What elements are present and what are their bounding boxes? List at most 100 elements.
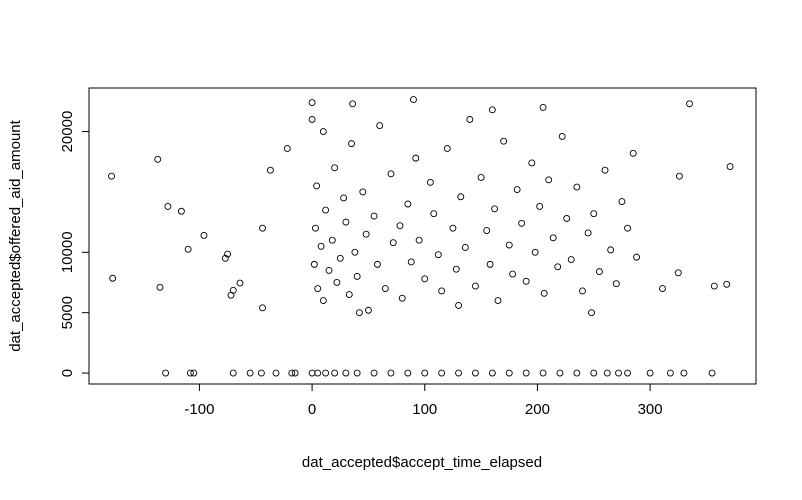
point (319, 297, 327, 305)
point (186, 369, 194, 377)
point (348, 140, 355, 148)
y-tick-label: 20000 (59, 111, 76, 153)
point (370, 369, 378, 377)
point (646, 369, 654, 377)
point (288, 369, 296, 377)
point (426, 178, 434, 186)
point (421, 369, 429, 377)
point (567, 256, 575, 263)
point (410, 96, 417, 104)
point (466, 116, 474, 123)
point (556, 369, 564, 377)
point (491, 205, 499, 213)
point (536, 202, 544, 210)
point (349, 100, 357, 108)
point (588, 309, 595, 317)
point (412, 154, 420, 162)
point (190, 369, 198, 377)
x-tick-label: -100 (184, 401, 214, 418)
x-tick-label: 200 (525, 401, 550, 418)
point (272, 369, 280, 377)
x-tick-label: 0 (308, 401, 316, 418)
point (164, 202, 172, 210)
point (629, 149, 637, 157)
point (236, 279, 244, 287)
point (364, 306, 372, 314)
point (200, 231, 208, 239)
point (545, 176, 553, 184)
point (331, 164, 339, 172)
point (421, 275, 429, 283)
point (345, 291, 353, 299)
point (376, 122, 384, 129)
point (449, 224, 457, 232)
point (607, 246, 615, 254)
point (221, 254, 229, 262)
point (723, 280, 731, 288)
point (154, 155, 162, 163)
point (457, 193, 465, 201)
point (680, 369, 688, 377)
point (314, 369, 322, 377)
point (407, 258, 415, 266)
point (373, 260, 381, 268)
x-tick-label: 100 (412, 401, 437, 418)
point (340, 194, 348, 202)
point (266, 166, 274, 174)
point (353, 369, 361, 377)
point (573, 183, 581, 191)
point (353, 272, 361, 280)
point (531, 248, 539, 256)
point (666, 369, 674, 377)
point (310, 260, 318, 268)
point (398, 294, 406, 302)
point (633, 253, 641, 261)
point (396, 222, 404, 230)
point (509, 270, 517, 278)
point (494, 297, 502, 305)
point (590, 369, 598, 377)
point (488, 369, 496, 377)
point (573, 369, 581, 377)
point (109, 274, 117, 282)
x-axis-label: dat_accepted$accept_time_elapsed (302, 454, 542, 471)
point (229, 286, 237, 294)
point (259, 224, 266, 232)
point (162, 369, 170, 377)
point (472, 369, 479, 377)
point (322, 206, 330, 214)
point (528, 159, 536, 167)
point (108, 172, 115, 180)
point (319, 128, 327, 136)
point (540, 289, 548, 297)
point (328, 236, 336, 244)
point (257, 369, 265, 377)
point (603, 369, 611, 377)
point (461, 244, 469, 251)
point (184, 245, 192, 253)
point (500, 137, 508, 145)
point (595, 268, 603, 276)
point (342, 369, 350, 377)
point (434, 251, 442, 259)
point (686, 100, 693, 108)
point (518, 219, 526, 227)
point (522, 369, 530, 377)
point (156, 283, 164, 291)
point (710, 282, 718, 290)
point (355, 309, 363, 317)
point (259, 304, 266, 312)
point (351, 248, 359, 256)
point (325, 266, 333, 274)
point (563, 215, 571, 222)
point (359, 188, 367, 196)
point (558, 132, 566, 140)
point (177, 207, 185, 215)
point (381, 285, 389, 292)
point (505, 369, 513, 377)
point (308, 369, 316, 377)
point (455, 301, 463, 309)
point (224, 250, 232, 258)
point (313, 182, 321, 190)
